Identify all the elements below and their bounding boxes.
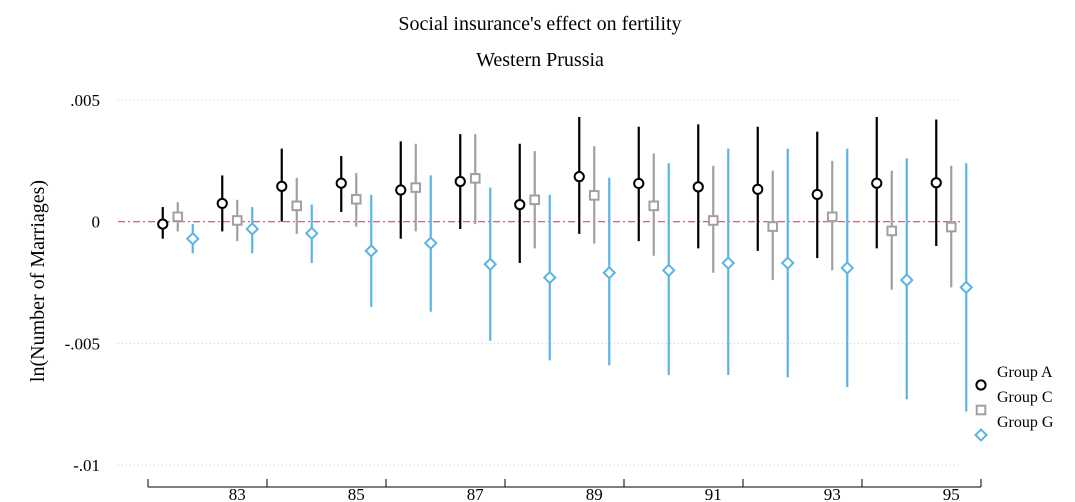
group-g-point [423,236,438,250]
chart-title: Social insurance's effect on fertility [398,13,681,35]
group-a-point [811,188,823,201]
y-tick-label: 0 [92,213,101,232]
x-tick-label: 83 [229,485,246,502]
group-a-point [514,199,526,211]
group-c-point [826,211,838,223]
group-a-point [573,171,585,183]
group-g-point [245,222,260,236]
x-tick-label: 95 [943,485,960,502]
y-tick-label: .005 [70,91,100,110]
group-g-point [661,263,676,278]
legend-label-group-a: Group A [997,364,1053,381]
group-a-point [157,218,169,230]
legend-marker-group-a [975,379,987,391]
group-g-point [899,273,914,287]
group-c-point [350,193,362,205]
point-markers [157,171,974,295]
group-a-point [454,175,466,188]
legend-marker-group-c [975,404,987,416]
group-a-point [692,181,704,193]
group-g-point [602,265,617,280]
group-a-point [395,184,407,196]
x-tick-label: 89 [586,485,603,502]
y-tick-label: -.005 [65,334,100,353]
group-a-point [633,177,645,190]
group-a-point [276,180,288,192]
group-g-point [304,226,319,241]
group-c-point [410,182,422,193]
x-tick-label: 93 [824,485,841,502]
chart-subtitle: Western Prussia [476,49,604,71]
group-a-point [752,183,764,195]
group-g-point [364,243,379,258]
group-c-point [886,225,898,237]
group-c-point [767,221,779,232]
legend: Group A Group C Group G [974,364,1054,442]
x-tick-label: 91 [705,485,722,502]
group-c-point [529,194,541,206]
group-g-point [840,260,855,275]
group-c-point [231,215,243,226]
group-c-point [172,211,184,223]
x-tick-label: 87 [467,485,485,502]
group-a-point [216,197,228,210]
group-a-point [335,177,347,189]
group-g-point [721,256,736,270]
group-c-point [707,215,719,226]
gridlines [118,99,960,466]
group-c-point [648,200,660,212]
group-c-point [945,221,957,233]
group-g-point [780,256,795,270]
group-g-point [185,231,200,246]
group-c-point [469,173,481,184]
group-g-point [483,257,498,272]
legend-label-group-c: Group C [997,389,1053,406]
y-tick-label: -.01 [73,456,100,475]
group-c-point [588,190,600,201]
group-g-point [959,280,974,295]
group-g-point [542,270,557,285]
group-a-point [871,177,883,189]
legend-label-group-g: Group G [997,414,1054,431]
x-tick-label: 85 [348,485,365,502]
group-a-point [930,177,942,189]
group-c-point [291,200,303,212]
legend-marker-group-g [974,428,988,442]
axes: .005 0 -.005 -.01 83 85 87 89 91 93 95 [65,91,982,502]
y-axis-label: ln(Number of Marriages) [27,180,49,382]
